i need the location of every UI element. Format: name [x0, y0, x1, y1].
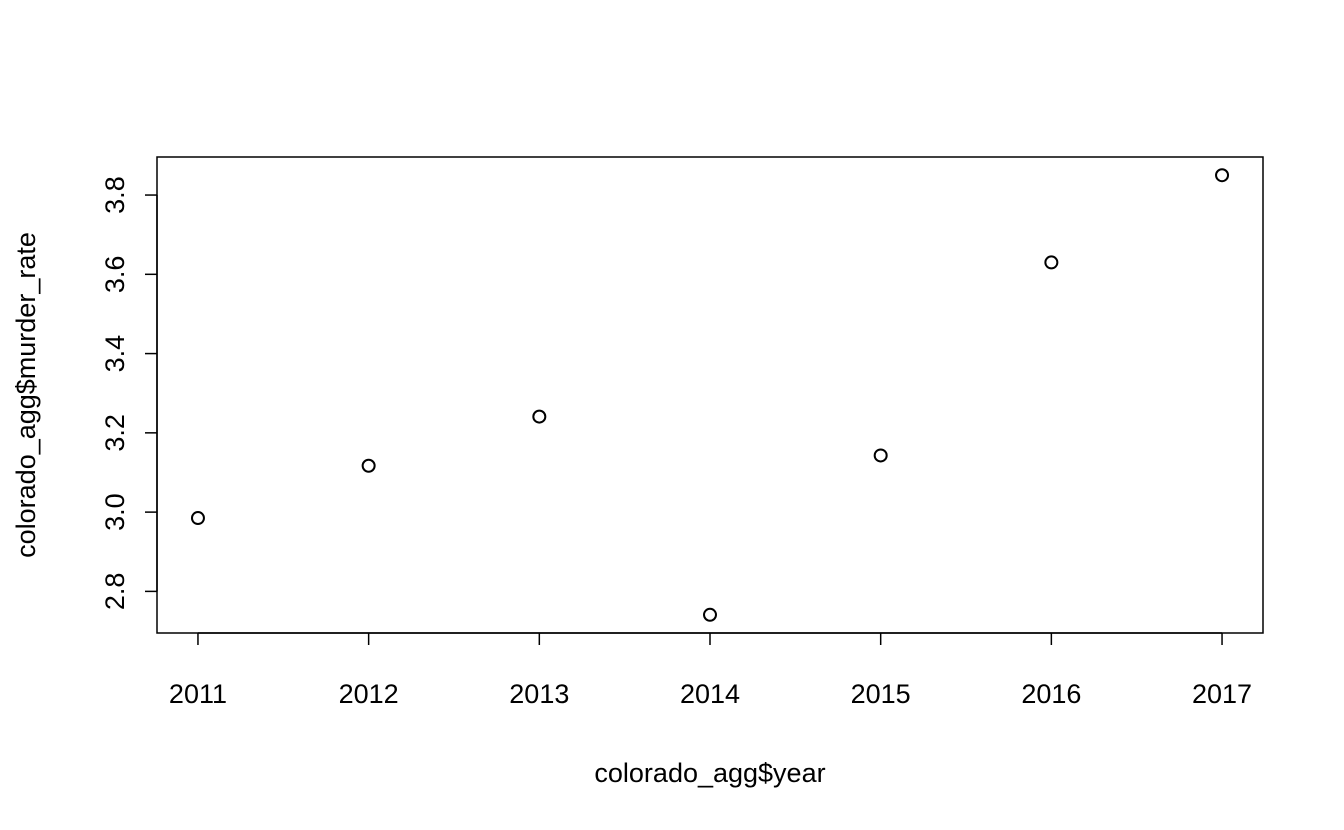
x-tick-label: 2014 [680, 679, 740, 709]
data-point [703, 607, 717, 622]
data-point [1215, 168, 1230, 183]
y-axis-title: colorado_agg$murder_rate [11, 232, 41, 558]
data-point [190, 511, 205, 526]
y-tick-label: 3.4 [100, 335, 130, 373]
y-tick-label: 2.8 [100, 573, 130, 611]
y-axis: 2.8 3.0 3.2 3.4 3.6 3.8 [100, 176, 158, 611]
x-tick-label: 2015 [851, 679, 911, 709]
y-tick-label: 3.2 [100, 414, 130, 452]
x-axis-title: colorado_agg$year [594, 758, 825, 788]
y-tick-label: 3.8 [100, 176, 130, 214]
y-tick-label: 3.6 [100, 256, 130, 294]
x-axis: 2011 2012 2013 2014 2015 2016 2017 [169, 632, 1252, 709]
x-tick-label: 2012 [339, 679, 399, 709]
x-tick-label: 2013 [509, 679, 569, 709]
x-tick-label: 2011 [169, 679, 227, 709]
y-tick-label: 3.0 [100, 493, 130, 531]
data-points [190, 168, 1230, 622]
x-tick-label: 2016 [1021, 679, 1081, 709]
data-point [361, 458, 376, 473]
plot-frame [156, 156, 1264, 634]
data-point [532, 409, 547, 424]
data-point [1044, 255, 1059, 270]
data-point [873, 448, 888, 463]
x-tick-label: 2017 [1192, 679, 1252, 709]
